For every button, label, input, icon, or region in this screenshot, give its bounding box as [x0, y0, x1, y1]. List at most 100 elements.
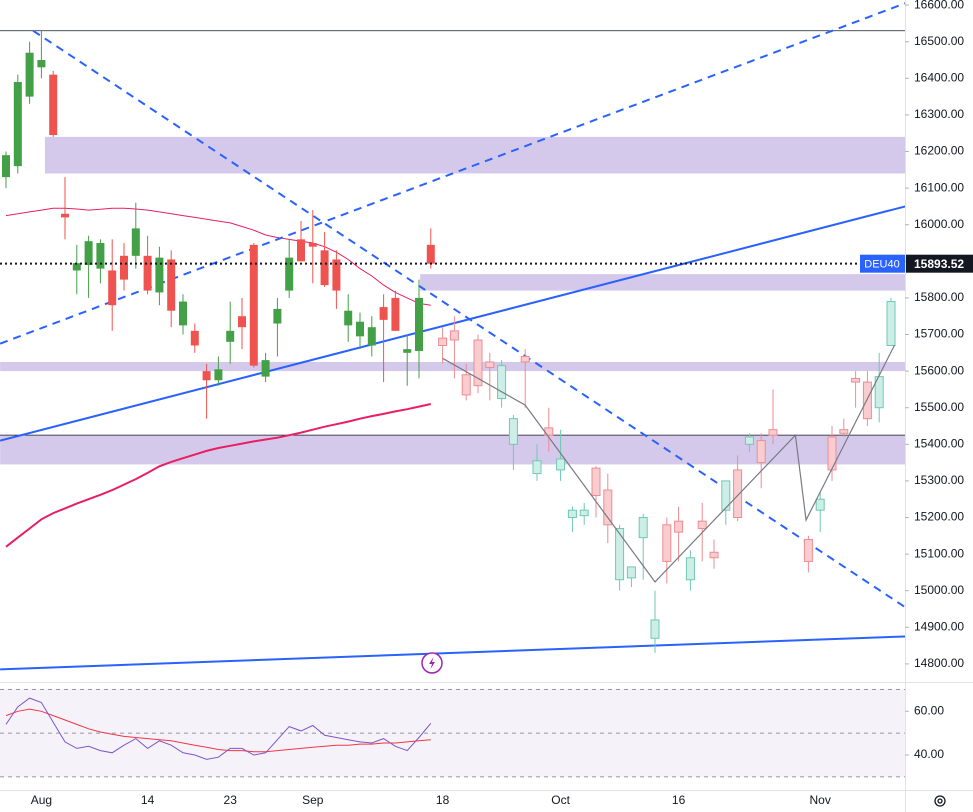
x-tick-label: 14 — [141, 793, 155, 807]
candle-body — [650, 619, 660, 639]
candle-body — [297, 239, 305, 262]
candle-body — [591, 467, 601, 497]
candle-body — [721, 480, 731, 511]
candle-body — [815, 498, 825, 511]
candle-body — [532, 460, 542, 475]
rsi-pane — [0, 688, 905, 778]
x-tick-label: Sep — [302, 793, 324, 807]
candle-body — [685, 557, 695, 581]
candle-body — [72, 263, 81, 271]
candle-body — [426, 244, 435, 264]
candle-body — [662, 524, 672, 562]
candle-body — [403, 349, 412, 353]
moving-average — [5, 403, 432, 548]
candle-body — [839, 429, 849, 434]
y-tick-label: 15800.00 — [914, 290, 964, 304]
x-tick-label: Nov — [810, 793, 831, 807]
candle-body — [84, 241, 93, 265]
candle-body — [638, 517, 648, 539]
last-price-label: 15893.52 — [914, 257, 964, 271]
y-tick-label: 16300.00 — [914, 107, 964, 121]
gear-center — [937, 798, 943, 804]
symbol-box — [860, 254, 905, 273]
candle-body — [261, 360, 270, 377]
candle-body — [579, 509, 589, 517]
zone — [0, 361, 905, 372]
candle-body — [449, 330, 459, 341]
y-tick-label: 15100.00 — [914, 546, 964, 560]
candle-body — [615, 527, 625, 581]
candle-body — [803, 538, 813, 562]
candle-body — [13, 81, 22, 167]
candle-body — [37, 60, 46, 68]
y-tick-label: 15300.00 — [914, 473, 964, 487]
candle-body — [520, 355, 530, 363]
candle-body — [273, 308, 282, 324]
candle-body — [344, 310, 353, 326]
y-tick-label: 14800.00 — [914, 656, 964, 670]
candle-body — [697, 520, 707, 529]
price-pane — [0, 2, 905, 671]
x-tick-label: 16 — [672, 793, 686, 807]
candle-body — [249, 244, 258, 366]
candle-body — [626, 566, 636, 579]
rsi-ma-line — [5, 708, 431, 753]
y-tick-label: 16200.00 — [914, 144, 964, 158]
candle-body — [143, 255, 152, 291]
rsi-line — [5, 697, 432, 760]
candle-body — [155, 257, 164, 293]
x-tick-label: Aug — [31, 793, 52, 807]
rsi-tick-label: 60.00 — [914, 703, 944, 717]
candle-body — [214, 369, 223, 381]
candle-body — [391, 297, 400, 331]
event-icon[interactable] — [421, 652, 443, 674]
x-tick-label: 23 — [224, 793, 238, 807]
candle-body — [508, 418, 518, 445]
y-tick-label: 16500.00 — [914, 34, 964, 48]
candle-body — [120, 255, 128, 280]
x-tick-label: Oct — [551, 793, 570, 807]
pattern-line — [442, 344, 896, 583]
y-tick-label: 16400.00 — [914, 70, 964, 84]
x-tick-label: 18 — [436, 793, 450, 807]
candle-body — [756, 440, 766, 464]
candle-body — [96, 243, 105, 269]
candle-body — [190, 330, 199, 346]
candle-body — [733, 469, 743, 519]
candle-body — [886, 301, 896, 346]
y-tick-label: 15700.00 — [914, 327, 964, 341]
rsi-tick-label: 40.00 — [914, 747, 944, 761]
zone — [420, 274, 905, 291]
candle-body — [556, 458, 566, 471]
gear-ring — [934, 795, 946, 807]
candle-body — [768, 429, 778, 436]
y-tick-label: 15000.00 — [914, 583, 964, 597]
moving-average — [5, 207, 431, 306]
candle-body — [179, 301, 187, 326]
y-tick-label: 16100.00 — [914, 180, 964, 194]
settings-icon[interactable] — [934, 795, 946, 807]
candle-body — [709, 551, 719, 559]
y-tick-label: 16000.00 — [914, 217, 964, 231]
symbol-label: DEU40 — [864, 259, 899, 271]
trend-line — [0, 205, 905, 442]
candle-body — [367, 327, 376, 346]
candle-body — [108, 270, 117, 306]
candle-body — [862, 381, 872, 420]
zone — [44, 136, 905, 174]
y-tick-label: 15200.00 — [914, 510, 964, 524]
trend-line — [0, 2, 905, 345]
candle-body — [674, 520, 684, 533]
candle-body — [567, 509, 577, 519]
candle-body — [25, 52, 34, 97]
candle-body — [603, 489, 613, 526]
candle-body — [827, 436, 837, 471]
candle-body — [238, 316, 246, 328]
trend-line — [0, 635, 905, 671]
candle-body — [308, 243, 317, 247]
candle-body — [379, 307, 388, 320]
candle-body — [61, 213, 69, 218]
candle-body — [320, 250, 329, 286]
